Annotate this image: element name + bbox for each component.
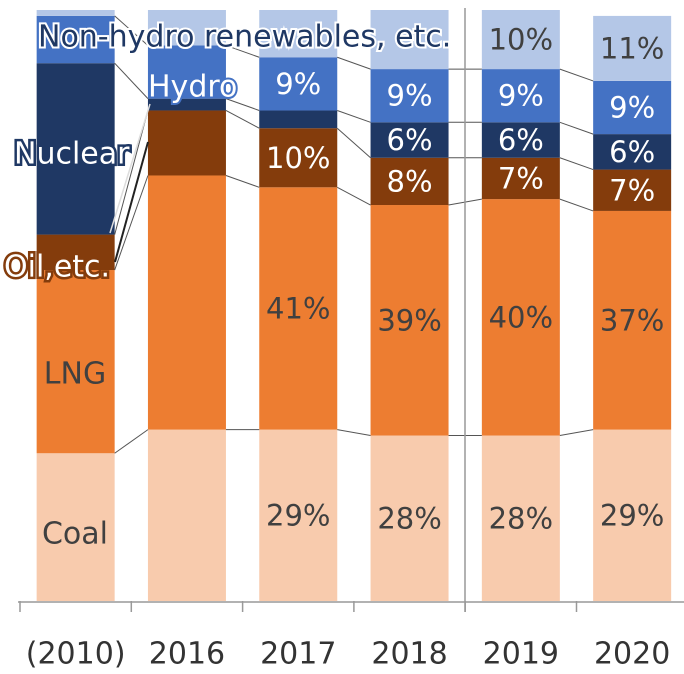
data-label: 9% xyxy=(275,67,321,101)
bar-segment xyxy=(481,435,560,601)
connector xyxy=(337,429,371,437)
connector xyxy=(225,110,260,129)
bar-segment xyxy=(259,110,338,129)
data-label: 10% xyxy=(489,23,553,57)
bar-segment xyxy=(481,10,560,70)
data-label: 7% xyxy=(498,161,544,195)
bar-segment xyxy=(147,429,226,601)
bar-segment xyxy=(593,210,672,430)
series-label: Oil,etc. xyxy=(4,250,110,285)
labels: (2010) 2016 2017 29% 41% 10% 9% 2018 28% 39% 8% 6% 9… xyxy=(26,23,671,672)
connector xyxy=(337,186,371,206)
data-label: 10% xyxy=(266,141,330,175)
connector xyxy=(114,110,149,235)
bar-segment xyxy=(593,169,672,211)
bar-segment xyxy=(36,10,115,16)
series-label: Hydro xyxy=(148,70,237,105)
connector xyxy=(225,44,260,58)
bar-segment xyxy=(36,63,115,235)
connector xyxy=(337,109,371,123)
data-label: 37% xyxy=(600,303,664,337)
x-tick-label: 2019 xyxy=(483,637,559,672)
series-label: Coal xyxy=(42,517,108,552)
bar-segment xyxy=(370,205,449,436)
x-tick-label: 2018 xyxy=(371,637,447,672)
series-label: Nuclear xyxy=(14,137,130,172)
leader-line xyxy=(114,141,149,263)
data-label: 6% xyxy=(498,123,544,157)
leader-line xyxy=(109,103,151,234)
bar-segment xyxy=(370,435,449,601)
data-label: 9% xyxy=(609,91,655,125)
bar-segment xyxy=(593,80,672,135)
bar-segment xyxy=(147,175,226,430)
bar-segment xyxy=(370,122,449,158)
data-label: 28% xyxy=(377,501,441,535)
x-tick-label: 2016 xyxy=(149,637,225,672)
bar-segment xyxy=(259,10,338,58)
bar-segment xyxy=(259,128,338,188)
bar-segment xyxy=(481,122,560,158)
data-label: 39% xyxy=(377,303,441,337)
data-label: 28% xyxy=(489,501,553,535)
bar-segment xyxy=(593,134,672,170)
connector xyxy=(225,98,260,111)
data-label: 9% xyxy=(498,79,544,113)
bar-segment xyxy=(147,45,226,99)
bar-segment xyxy=(259,429,338,601)
connector xyxy=(559,121,594,135)
connector xyxy=(337,56,371,70)
bar-segment xyxy=(481,157,560,200)
bar-segment xyxy=(36,270,115,454)
bar-segment xyxy=(259,187,338,430)
bar-segment xyxy=(36,234,115,271)
bar-segment xyxy=(593,15,672,81)
connector xyxy=(114,15,149,46)
connector xyxy=(114,429,149,454)
bar-segment xyxy=(481,199,560,436)
bar-segment xyxy=(36,15,115,64)
bar-segment xyxy=(481,69,560,123)
data-label: 29% xyxy=(266,498,330,532)
x-tick-label: 2020 xyxy=(594,637,670,672)
bar-segment xyxy=(593,429,672,601)
connector xyxy=(225,175,260,188)
connector xyxy=(114,62,149,99)
data-label: 7% xyxy=(609,173,655,207)
data-label: 6% xyxy=(387,123,433,157)
series-label: Non-hydro renewables, etc. xyxy=(38,20,451,55)
data-label: 6% xyxy=(609,135,655,169)
x-tick-label: (2010) xyxy=(26,637,126,672)
data-label: 8% xyxy=(387,164,433,198)
data-label: 41% xyxy=(266,291,330,325)
connector xyxy=(559,198,594,212)
connector xyxy=(114,175,149,271)
bar-segment xyxy=(147,98,226,111)
connector xyxy=(559,68,594,82)
bar-segment xyxy=(259,57,338,111)
bar-segment xyxy=(36,453,115,601)
data-label: 9% xyxy=(387,79,433,113)
data-label: 40% xyxy=(489,300,553,334)
bar-segment xyxy=(370,157,449,206)
bar-segment xyxy=(147,10,226,46)
bar-segment xyxy=(147,110,226,176)
connector xyxy=(559,157,594,171)
bar-segment xyxy=(370,10,449,70)
plot xyxy=(19,10,672,612)
connector xyxy=(559,429,594,437)
bar-segment xyxy=(370,69,449,123)
data-label: 11% xyxy=(600,31,664,65)
x-tick-label: 2017 xyxy=(260,637,336,672)
data-label: 29% xyxy=(600,498,664,532)
series-label: LNG xyxy=(44,357,106,392)
connector xyxy=(336,127,371,159)
